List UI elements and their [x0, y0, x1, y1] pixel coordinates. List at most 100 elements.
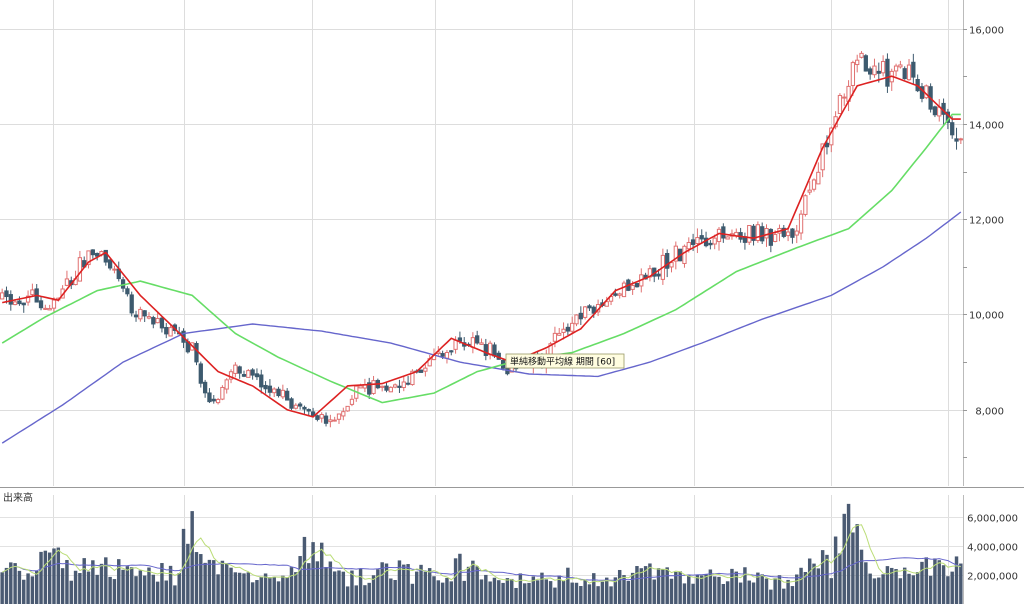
volume-tick-label: 4,000,000	[967, 543, 1018, 554]
volume-bar	[812, 563, 816, 604]
candle-down	[250, 369, 255, 376]
candle-down	[142, 310, 147, 317]
volume-bar	[60, 568, 65, 604]
volume-bar	[687, 575, 691, 604]
candle-down	[21, 302, 26, 306]
candle-down	[129, 294, 134, 314]
volume-bar	[207, 559, 212, 604]
volume-bar	[851, 532, 855, 604]
candle-down	[587, 305, 592, 309]
candle-down	[449, 350, 454, 353]
volume-bar	[708, 569, 713, 604]
candle-up	[842, 96, 847, 99]
volume-bar	[237, 572, 242, 604]
volume-bar	[777, 575, 782, 604]
candle-up	[898, 64, 903, 68]
candle-up	[47, 308, 52, 311]
volume-bar	[453, 558, 458, 604]
candle-up	[880, 61, 886, 74]
volume-bar	[112, 579, 117, 604]
price-tick-label: 16,000	[969, 26, 1004, 37]
volume-bar	[838, 553, 842, 604]
candle-up	[574, 314, 579, 325]
candle-up	[215, 399, 221, 404]
volume-bar	[669, 578, 674, 604]
volume-bar	[950, 571, 954, 604]
candle-down	[133, 314, 139, 318]
candle-up	[371, 380, 376, 394]
volume-bar	[138, 570, 143, 604]
volume-bar	[30, 576, 35, 604]
candle-down	[323, 415, 329, 424]
price-tick-label: 14,000	[969, 121, 1004, 132]
candle-down	[492, 344, 497, 357]
volume-bar	[125, 566, 130, 604]
candle-down	[302, 406, 307, 410]
candle-down	[241, 374, 247, 377]
candle-up	[30, 289, 35, 296]
volume-bar	[535, 580, 540, 604]
volume-bar	[484, 574, 488, 604]
candle-down	[202, 381, 208, 394]
volume-bar	[393, 580, 397, 604]
volume-bar	[510, 578, 514, 604]
volume-bar	[954, 556, 959, 604]
volume-bar	[73, 570, 78, 604]
volume-bar	[764, 578, 769, 604]
volume-bar	[432, 576, 436, 604]
volume-bar	[13, 563, 17, 604]
volume-bar	[782, 588, 786, 604]
volume-bar	[756, 572, 760, 604]
volume-bar	[9, 562, 13, 604]
volume-bar	[397, 560, 402, 604]
candle-up	[138, 308, 143, 320]
volume-bar	[224, 563, 229, 604]
volume-bar	[376, 569, 380, 604]
candle-up	[673, 245, 678, 262]
candle-up	[388, 386, 393, 393]
volume-bar	[229, 567, 233, 604]
volume-bar	[43, 550, 48, 604]
candle-down	[285, 390, 290, 401]
candle-up	[617, 293, 622, 296]
volume-bar	[91, 560, 95, 604]
candle-down	[194, 343, 199, 363]
candle-up	[25, 295, 31, 303]
volume-bar	[769, 589, 773, 604]
candle-up	[77, 257, 83, 282]
price-axis-ticks: 16,000 14,000 12,000 10,000 8,000	[963, 0, 1004, 486]
volume-bar	[743, 567, 747, 604]
volume-bar	[518, 573, 523, 604]
candle-up	[332, 419, 337, 422]
volume-bar	[289, 567, 294, 604]
candle-up	[686, 242, 691, 250]
candle-up	[583, 306, 588, 318]
candle-down	[107, 259, 113, 269]
volume-bar	[155, 581, 160, 604]
candle-up	[43, 307, 48, 310]
candle-up	[716, 228, 722, 243]
candle-up	[479, 342, 484, 345]
volume-bar	[354, 585, 358, 604]
candle-down	[198, 363, 203, 384]
volume-bar	[725, 581, 730, 604]
candle-up	[893, 65, 899, 72]
candle-up	[958, 138, 963, 141]
candle-down	[790, 228, 795, 238]
volume-bar	[678, 571, 682, 604]
volume-bar	[730, 568, 734, 604]
volume-bar	[307, 563, 311, 604]
volume-bar	[807, 558, 812, 604]
volume-bar	[52, 548, 56, 604]
volume-bar	[911, 575, 916, 604]
volume-bar	[501, 582, 505, 604]
volume-bar	[941, 565, 946, 604]
candle-up	[906, 64, 912, 81]
volume-bar	[199, 554, 203, 604]
candle-down	[751, 225, 756, 241]
volume-bar	[898, 578, 903, 604]
volume-bar	[440, 582, 445, 604]
candle-up	[345, 405, 350, 412]
volume-bar	[652, 579, 656, 604]
